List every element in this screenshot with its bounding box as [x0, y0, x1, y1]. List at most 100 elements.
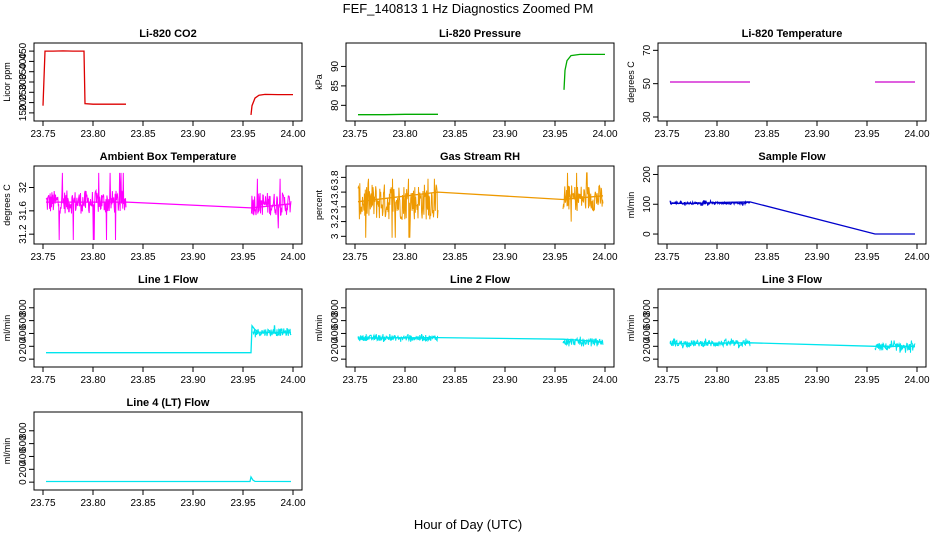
series-co2	[42, 50, 293, 115]
series-line	[670, 201, 915, 235]
x-tick-label: 23.85	[442, 252, 467, 263]
series-noise	[562, 336, 604, 347]
y-axis-label: degrees C	[2, 184, 12, 226]
series-noise	[357, 178, 439, 238]
chart-title: Ambient Box Temperature	[100, 151, 237, 163]
series-noise	[874, 340, 916, 353]
x-tick-label: 23.90	[804, 129, 829, 140]
chart-line3: Line 3 Flow ml/min 23.75 23.80 23.85 23.90 23.…	[626, 274, 930, 386]
series-noise	[357, 333, 439, 343]
y-tick-label: 400	[18, 448, 29, 465]
x-tick-label: 23.85	[754, 375, 779, 386]
x-tick-label: 23.75	[342, 129, 367, 140]
x-tick-label: 23.85	[130, 252, 155, 263]
x-tick-label: 23.90	[492, 375, 517, 386]
y-tick-label: 250	[18, 84, 29, 101]
series-line	[42, 50, 126, 106]
y-axis-label: ml/min	[314, 315, 324, 342]
y-tick-label: 90	[330, 60, 341, 72]
y-tick-label: 800	[330, 299, 341, 316]
x-tick-label: 23.85	[130, 498, 155, 509]
x-tick-label: 24.00	[592, 252, 617, 263]
x-tick-label: 23.80	[80, 375, 105, 386]
x-tick-label: 23.90	[180, 498, 205, 509]
chart-title: Line 2 Flow	[450, 274, 510, 286]
x-tick-label: 23.80	[80, 498, 105, 509]
y-tick-label: 200	[642, 338, 653, 355]
y-tick-label: 0	[642, 231, 653, 237]
series-line	[563, 53, 605, 90]
y-tick-label: 32	[18, 182, 29, 194]
x-tick-label: 23.75	[30, 129, 55, 140]
series-noise	[669, 198, 751, 206]
y-axis-label: ml/min	[626, 192, 636, 219]
y-tick-label: 400	[330, 325, 341, 342]
x-tick-label: 23.75	[342, 252, 367, 263]
series-pressure	[358, 53, 605, 116]
plot-frame	[33, 411, 303, 491]
y-tick-label: 600	[642, 312, 653, 329]
plot-frame	[657, 288, 927, 368]
x-tick-label: 23.95	[854, 129, 879, 140]
y-tick-label: 50	[642, 78, 653, 90]
x-tick-label: 23.95	[230, 498, 255, 509]
chart-title: Gas Stream RH	[440, 151, 520, 163]
y-tick-label: 31.2	[18, 224, 29, 244]
chart-rh: Gas Stream RH percent 23.75 23.80 23.85 23.90…	[314, 151, 618, 263]
x-tick-label: 24.00	[280, 129, 305, 140]
y-tick-label: 100	[642, 195, 653, 212]
y-tick-label: 0	[18, 356, 29, 362]
series-line3	[669, 338, 916, 353]
y-tick-label: 400	[642, 325, 653, 342]
y-tick-label: 0	[18, 479, 29, 485]
x-tick-label: 23.95	[230, 375, 255, 386]
chart-line1: Line 1 Flow ml/min 23.75 23.80 23.85 23.90 23.…	[2, 274, 306, 386]
y-tick-label: 800	[642, 299, 653, 316]
x-tick-label: 23.95	[542, 375, 567, 386]
series-noise	[250, 178, 292, 229]
y-tick-label: 70	[642, 44, 653, 56]
y-tick-label: 31.6	[18, 201, 29, 221]
plot-frame	[33, 288, 303, 368]
page-title: FEF_140813 1 Hz Diagnostics Zoomed PM	[342, 1, 594, 16]
x-tick-label: 24.00	[904, 129, 929, 140]
y-axis-label: percent	[314, 189, 324, 220]
x-tick-label: 23.95	[854, 252, 879, 263]
x-tick-label: 23.90	[492, 129, 517, 140]
y-tick-label: 600	[18, 435, 29, 452]
series-line2	[357, 333, 604, 347]
x-tick-label: 23.90	[180, 375, 205, 386]
series-noise	[562, 172, 604, 222]
chart-ambient: Ambient Box Temperature degrees C 23.75 23.…	[2, 151, 306, 263]
y-tick-label: 3.2	[330, 214, 341, 228]
y-tick-label: 400	[18, 325, 29, 342]
y-tick-label: 800	[18, 299, 29, 316]
x-tick-label: 23.80	[704, 129, 729, 140]
series-ambient	[45, 172, 292, 241]
x-tick-label: 23.90	[180, 129, 205, 140]
x-tick-label: 23.85	[130, 129, 155, 140]
y-tick-label: 150	[18, 104, 29, 121]
x-tick-label: 23.75	[30, 498, 55, 509]
y-tick-label: 3	[330, 233, 341, 239]
chart-sample: Sample Flow ml/min 23.75 23.80 23.85 23.90 23.…	[626, 151, 930, 263]
series-line	[46, 475, 292, 483]
x-tick-label: 23.75	[30, 252, 55, 263]
chart-line2: Line 2 Flow ml/min 23.75 23.80 23.85 23.90 23.…	[314, 274, 618, 386]
chart-title: Line 4 (LT) Flow	[127, 397, 210, 409]
x-tick-label: 23.75	[342, 375, 367, 386]
x-tick-label: 23.75	[654, 129, 679, 140]
x-tick-label: 23.80	[80, 252, 105, 263]
plot-frame	[345, 288, 615, 368]
x-tick-label: 23.75	[654, 252, 679, 263]
x-tick-label: 23.95	[230, 252, 255, 263]
x-tick-label: 23.90	[180, 252, 205, 263]
y-axis-label: Licor ppm	[2, 62, 12, 102]
y-tick-label: 350	[18, 63, 29, 80]
plot-frame	[657, 165, 927, 245]
x-tick-label: 23.80	[392, 252, 417, 263]
series-noise	[45, 172, 127, 241]
y-axis-label: ml/min	[2, 315, 12, 342]
chart-line4: Line 4 (LT) Flow ml/min 23.75 23.80 23.85 23.…	[2, 397, 306, 509]
